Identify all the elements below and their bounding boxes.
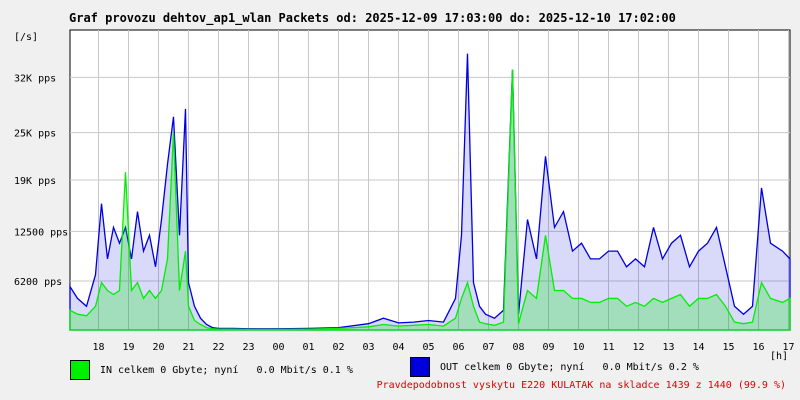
x-tick-label: 08 (512, 342, 524, 353)
x-tick-label: 03 (362, 342, 374, 353)
x-tick-label: 12 (632, 342, 644, 353)
y-tick-label: 25K pps (14, 129, 56, 140)
legend-in: IN celkem 0 Gbyte; nyní 0.0 Mbit/s 0.1 % (70, 360, 353, 380)
y-tick-label: 6200 pps (14, 277, 62, 288)
legend-out: OUT celkem 0 Gbyte; nyní 0.0 Mbit/s 0.2 … (410, 357, 699, 377)
legend-in-text: IN celkem 0 Gbyte; nyní 0.0 Mbit/s 0.1 % (100, 364, 353, 376)
series-out-area (69, 53, 791, 331)
x-tick-label: 22 (212, 342, 224, 353)
x-tick-label: 11 (602, 342, 614, 353)
x-tick-label: 20 (152, 342, 164, 353)
x-tick-label: 00 (272, 342, 284, 353)
probability-note: Pravdepodobnost vyskytu E220 KULATAK na … (376, 380, 786, 391)
x-tick-label: 13 (662, 342, 674, 353)
x-tick-label: 01 (302, 342, 314, 353)
x-tick-label: 10 (572, 342, 584, 353)
x-tick-label: 07 (482, 342, 494, 353)
legend-in-swatch (70, 360, 90, 380)
x-tick-label: 15 (722, 342, 734, 353)
x-tick-label: 05 (422, 342, 434, 353)
y-tick-label: 32K pps (14, 73, 56, 84)
chart-title: Graf provozu dehtov_ap1_wlan Packets od:… (69, 11, 676, 26)
x-tick-label: 19 (122, 342, 134, 353)
y-tick-label: 19K pps (14, 176, 56, 187)
legend-out-text: OUT celkem 0 Gbyte; nyní 0.0 Mbit/s 0.2 … (440, 361, 699, 373)
x-tick-label: 16 (752, 342, 764, 353)
series-in-area (69, 69, 791, 331)
y-tick-labels: 6200 pps 12500 pps 19K pps 25K pps 32K pps (14, 73, 68, 288)
y-tick-label: 12500 pps (14, 227, 68, 238)
legend-out-swatch (410, 357, 430, 377)
x-tick-label: 14 (692, 342, 704, 353)
x-tick-label: 18 (92, 342, 104, 353)
x-axis-unit-label: [h] (770, 351, 788, 362)
x-tick-label: 09 (542, 342, 554, 353)
series-layer (69, 53, 791, 331)
x-tick-label: 02 (332, 342, 344, 353)
x-tick-label: 23 (242, 342, 254, 353)
y-axis-unit-label: [/s] (14, 32, 38, 43)
x-tick-label: 06 (452, 342, 464, 353)
x-tick-labels: 18 19 20 21 22 23 00 01 02 03 04 05 06 07 08 09 10 11 12 13… (92, 342, 794, 353)
x-tick-label: 21 (182, 342, 194, 353)
x-tick-label: 04 (392, 342, 404, 353)
x-tick-label: 17 (782, 342, 794, 353)
